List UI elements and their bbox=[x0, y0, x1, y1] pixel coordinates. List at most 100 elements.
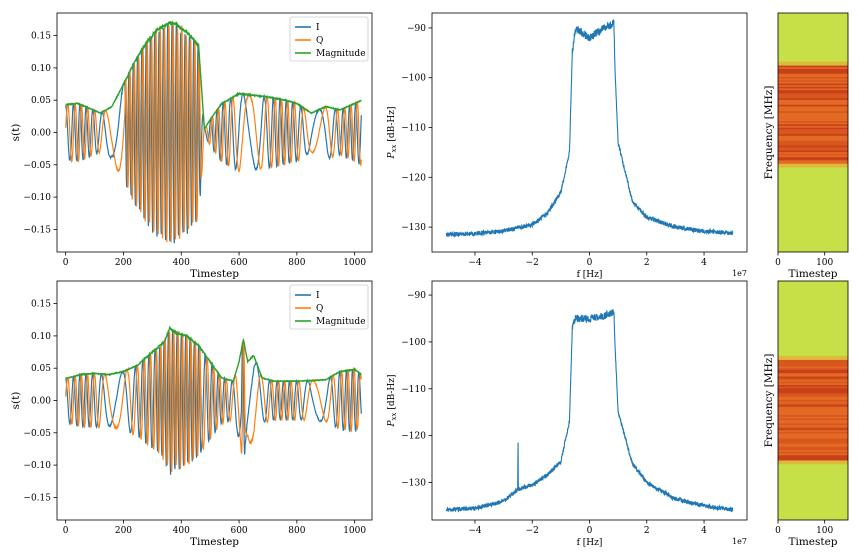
spectrogram-band-row bbox=[778, 438, 848, 441]
x-tick-label: 800 bbox=[288, 258, 305, 268]
spectrogram-band-row bbox=[778, 139, 848, 142]
y-axis-label-subscript: xx bbox=[390, 413, 398, 421]
spectrogram-band-row bbox=[778, 68, 848, 71]
x-axis-label: Timestep bbox=[190, 268, 239, 280]
spectrogram-band-row bbox=[778, 80, 848, 83]
y-tick-label: −0.10 bbox=[23, 193, 51, 203]
spectrogram-band-row bbox=[778, 433, 848, 436]
x-tick-label: 4 bbox=[701, 258, 707, 268]
y-tick-label: 0.05 bbox=[31, 96, 51, 106]
y-tick-label: 0.05 bbox=[31, 364, 51, 374]
spectrogram-band-row bbox=[778, 430, 848, 433]
spectrogram-band bbox=[778, 65, 848, 164]
spectrogram-band-row bbox=[778, 114, 848, 117]
spectrogram-band-row bbox=[778, 96, 848, 99]
x-tick-label: 400 bbox=[173, 258, 190, 268]
spectrogram-band-row bbox=[778, 108, 848, 111]
spectrogram-band-row bbox=[778, 393, 848, 396]
series-magnitude-line bbox=[65, 20, 362, 132]
series-Q-line bbox=[65, 23, 362, 243]
axes-frame bbox=[777, 280, 849, 521]
spectrogram-band-row bbox=[778, 98, 848, 101]
x-tick-label: 0 bbox=[775, 258, 781, 268]
y-tick-label: 0.10 bbox=[31, 332, 51, 342]
spectrogram-band-row bbox=[778, 106, 848, 109]
spectrogram-band-row bbox=[778, 458, 848, 461]
spectrogram-band-row bbox=[778, 450, 848, 453]
spectrogram-band-row bbox=[778, 396, 848, 399]
x-tick-label: 600 bbox=[230, 258, 247, 268]
chart-iq-time-series-bottom: 0 200 400 600 800 1000 −0.15 −0.10 −0.05 0.00 0.05… bbox=[10, 280, 373, 548]
spectrogram-band-row bbox=[778, 398, 848, 401]
spectrogram-band-row bbox=[778, 124, 848, 127]
y-axis-label-symbol: P bbox=[387, 152, 397, 160]
spectrogram-band-row bbox=[778, 403, 848, 406]
legend-entry: I bbox=[316, 23, 320, 33]
x-tick-label: 0 bbox=[587, 526, 593, 536]
spectrogram-band-row bbox=[778, 132, 848, 135]
spectrogram-band-edge bbox=[778, 163, 848, 168]
spectrogram-band-row bbox=[778, 145, 848, 148]
spectrogram-band-row bbox=[778, 376, 848, 379]
x-tick-label: 200 bbox=[115, 258, 132, 268]
spectrogram-band-row bbox=[778, 148, 848, 151]
spectrogram-band-row bbox=[778, 374, 848, 377]
legend-box bbox=[289, 16, 369, 62]
axes-frame bbox=[56, 280, 373, 521]
series-I-line bbox=[65, 21, 362, 244]
spectrogram-band-row bbox=[778, 383, 848, 386]
spectrogram-band-row bbox=[778, 157, 848, 160]
spectrogram-band-row bbox=[778, 378, 848, 381]
spectrogram-band-row bbox=[778, 418, 848, 421]
spectrogram-band-row bbox=[778, 129, 848, 132]
spectrogram-band-edge bbox=[778, 355, 848, 360]
x-tick-label: 0 bbox=[63, 258, 69, 268]
spectrogram-band-row bbox=[778, 85, 848, 88]
x-tick-label: 2 bbox=[644, 526, 650, 536]
spectrogram-band-row bbox=[778, 122, 848, 125]
spectrogram-band-row bbox=[778, 366, 848, 369]
spectrogram-band-row bbox=[778, 137, 848, 140]
spectrogram-band-row bbox=[778, 86, 848, 89]
spectrogram-band-row bbox=[778, 161, 848, 164]
spectrogram-band-row bbox=[778, 361, 848, 364]
y-tick-label: −0.15 bbox=[23, 225, 51, 235]
spectrogram-band-row bbox=[778, 155, 848, 158]
y-axis-label: Pxx [dB-Hz] bbox=[387, 374, 398, 427]
spectrogram-band-row bbox=[778, 405, 848, 408]
spectrogram-band-row bbox=[778, 384, 848, 388]
y-tick-label: −0.10 bbox=[23, 461, 51, 471]
x-tick-label: 200 bbox=[115, 526, 132, 536]
spectrogram-band-row bbox=[778, 400, 848, 403]
spectrogram-band-row bbox=[778, 142, 848, 145]
spectrogram-band-row bbox=[778, 73, 848, 76]
spectrogram-band-row bbox=[778, 153, 848, 156]
spectrogram-band-row bbox=[778, 445, 848, 448]
x-tick-label: 2 bbox=[644, 258, 650, 268]
spectrogram-band-row bbox=[778, 81, 848, 84]
spectrogram-band-row bbox=[778, 443, 848, 446]
y-axis-label: Frequency [MHz] bbox=[763, 354, 775, 448]
spectrogram-band-row bbox=[778, 381, 848, 384]
spectrogram-band-edge bbox=[778, 61, 848, 66]
y-tick-label: 0.10 bbox=[31, 64, 51, 74]
spectrogram-band-row bbox=[778, 401, 848, 404]
chart-power-spectral-density-top: −4 −2 0 2 4 −130 −120 −110 −100 −90 f [Hz] 1e7 Pxx [… bbox=[387, 12, 748, 280]
series-lines bbox=[65, 20, 362, 244]
spectrogram-band-row bbox=[778, 428, 848, 431]
spectrogram-band-row bbox=[778, 134, 848, 137]
y-tick-label: −90 bbox=[407, 24, 426, 34]
y-tick-label: −130 bbox=[401, 223, 426, 233]
legend-entry: Q bbox=[316, 304, 323, 314]
spectrogram-band-row bbox=[778, 127, 848, 130]
x-tick-label: −4 bbox=[468, 258, 482, 268]
spectrogram-band-row bbox=[778, 109, 848, 112]
spectrogram-band-row bbox=[778, 126, 848, 129]
spectrogram-band-row bbox=[778, 363, 848, 366]
x-tick-label: −4 bbox=[468, 526, 482, 536]
x-axis-label: f [Hz] bbox=[577, 270, 603, 280]
spectrogram-band-row bbox=[778, 446, 848, 449]
